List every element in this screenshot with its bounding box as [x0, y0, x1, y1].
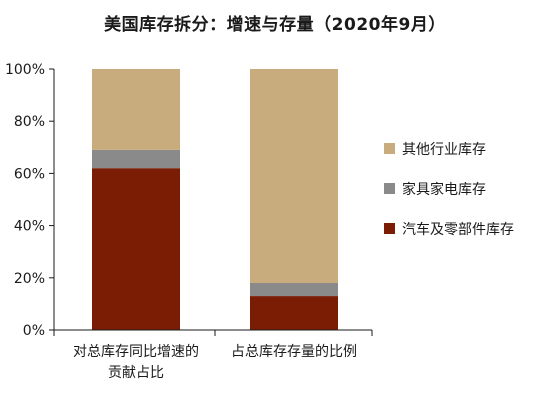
- y-tick-label: 40%: [14, 219, 45, 235]
- bar-segment-0-2: [92, 69, 180, 150]
- bar-segment-0-0: [92, 168, 180, 330]
- legend-swatch: [384, 223, 395, 234]
- y-tick-label: 0%: [23, 323, 45, 339]
- legend-label: 其他行业库存: [402, 142, 486, 158]
- y-tick-label: 80%: [14, 114, 45, 130]
- legend-label: 家具家电库存: [402, 181, 486, 198]
- bars-layer: [92, 69, 338, 330]
- legend-swatch: [384, 143, 395, 154]
- bar-segment-1-0: [250, 296, 338, 330]
- y-tick-label: 60%: [14, 166, 45, 182]
- chart-title: 美国库存拆分：增速与存量（2020年9月）: [104, 15, 446, 35]
- y-tick-label: 100%: [5, 62, 45, 78]
- bar-segment-0-1: [92, 149, 180, 169]
- legend-label: 汽车及零部件库存: [402, 221, 514, 238]
- category-label: 贡献占比: [108, 365, 164, 381]
- category-label: 对总库存同比增速的: [73, 344, 199, 360]
- bar-segment-1-2: [250, 69, 338, 284]
- category-label: 占总库存存量的比例: [231, 344, 357, 360]
- legend-swatch: [384, 183, 395, 194]
- y-axis: 0% 20% 40% 60% 80% 100%: [5, 62, 373, 339]
- y-tick-label: 20%: [14, 271, 45, 287]
- bar-segment-1-1: [250, 283, 338, 297]
